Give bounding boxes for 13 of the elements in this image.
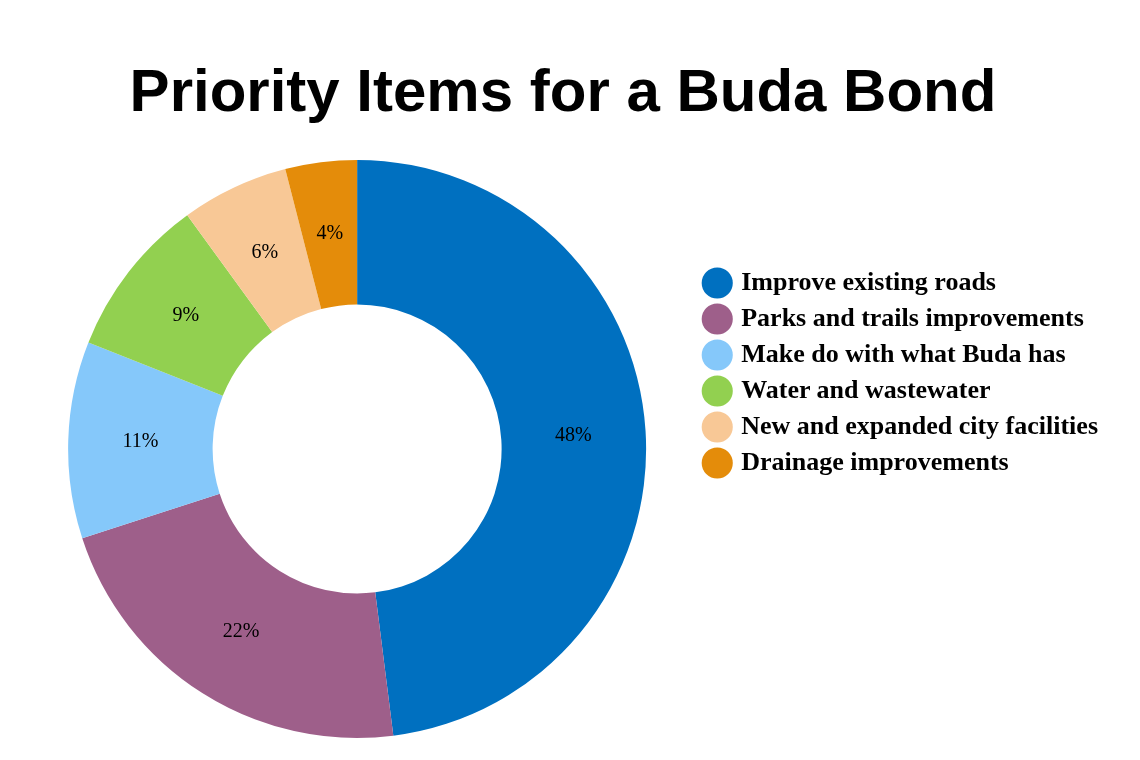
- data-label: 4%: [316, 221, 344, 244]
- legend-label: New and expanded city facilities: [741, 410, 1098, 440]
- data-label: 48%: [555, 422, 592, 445]
- legend-label: Water and wastewater: [741, 374, 991, 404]
- legend-label: Parks and trails improvements: [741, 302, 1084, 332]
- data-label: 9%: [172, 303, 200, 326]
- legend-label: Make do with what Buda has: [741, 338, 1066, 368]
- data-label: 11%: [122, 429, 159, 452]
- legend-label: Drainage improvements: [741, 446, 1009, 476]
- data-label: 22%: [222, 619, 260, 642]
- chart-title: Priority Items for a Buda Bond: [129, 56, 997, 124]
- data-label: 6%: [251, 240, 279, 263]
- legend-label: Improve existing roads: [741, 266, 996, 296]
